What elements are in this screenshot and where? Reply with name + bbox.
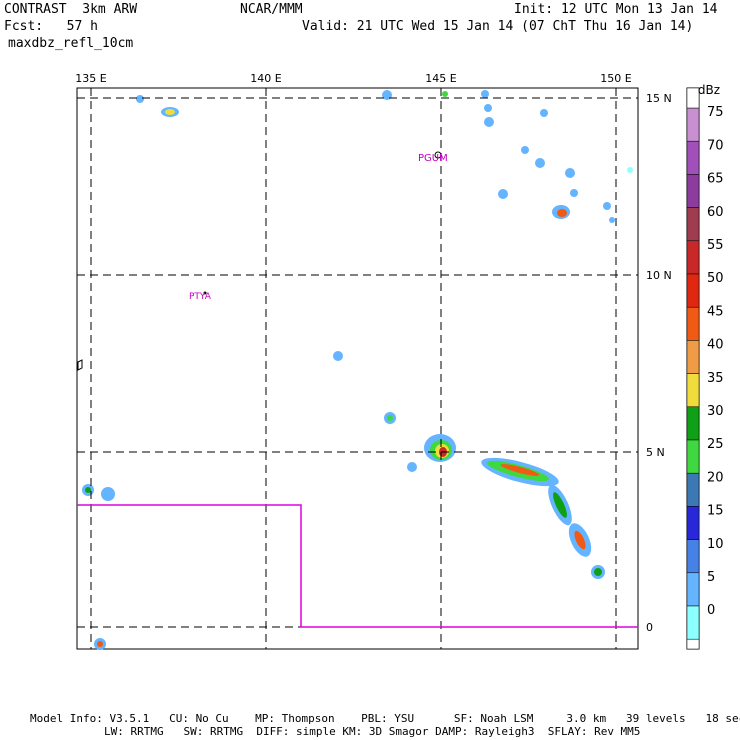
colorbar-label: 15	[707, 504, 724, 519]
colorbar-label: 55	[707, 238, 724, 253]
lon-label: 140 E	[250, 72, 281, 85]
footer-line-2: LW: RRTMG SW: RRTMG DIFF: simple KM: 3D …	[104, 725, 641, 738]
colorbar-swatch	[686, 373, 700, 408]
colorbar-label: 60	[707, 205, 724, 220]
guam-outline	[434, 151, 442, 159]
valid-time: Valid: 21 UTC Wed 15 Jan 14 (07 ChT Thu …	[302, 19, 694, 34]
lat-label: 15 N	[646, 92, 672, 105]
boundary-line	[77, 504, 638, 628]
colorbar-label: 30	[707, 404, 724, 419]
init-time: Init: 12 UTC Mon 13 Jan 14	[514, 2, 718, 17]
colorbar-swatch	[686, 87, 700, 109]
colorbar-swatch	[686, 340, 700, 374]
footer-line-1: Model Info: V3.5.1 CU: No Cu MP: Thompso…	[30, 712, 740, 725]
colorbar-swatch	[686, 240, 700, 275]
map-gridlines	[77, 88, 638, 649]
center-label: NCAR/MMM	[240, 2, 303, 17]
colorbar-label: 65	[707, 172, 724, 187]
colorbar-swatch	[686, 140, 700, 175]
colorbar-label: 20	[707, 470, 724, 485]
lat-label: 5 N	[646, 446, 665, 459]
field-name: maxdbz_refl_10cm	[8, 36, 134, 51]
colorbar-label: 0	[707, 603, 715, 618]
lon-label: 150 E	[600, 72, 631, 85]
colorbar-label: 35	[707, 371, 724, 386]
place-label-pgum: PGUM	[418, 153, 448, 164]
colorbar-swatch	[686, 605, 700, 640]
colorbar-label: 10	[707, 537, 724, 552]
colorbar-swatch	[686, 572, 700, 607]
colorbar-label: 70	[707, 138, 724, 153]
colorbar-label: 25	[707, 437, 724, 452]
map-frame	[76, 87, 639, 650]
colorbar-swatch	[686, 306, 700, 341]
model-title: CONTRAST 3km ARW	[4, 2, 138, 17]
forecast-hour: Fcst: 57 h	[4, 19, 98, 34]
colorbar-swatch	[686, 472, 700, 507]
colorbar-label: 40	[707, 338, 724, 353]
colorbar-label: 50	[707, 271, 724, 286]
colorbar-swatch	[686, 174, 700, 208]
colorbar-swatch	[686, 273, 700, 308]
colorbar-label: 5	[707, 570, 715, 585]
yap-outline	[203, 291, 207, 295]
colorbar-swatch	[686, 406, 700, 441]
colorbar-unit: dBz	[698, 83, 720, 97]
lon-label: 145 E	[425, 72, 456, 85]
colorbar-swatch	[686, 638, 700, 650]
colorbar-swatch	[686, 207, 700, 242]
colorbar-label: 75	[707, 105, 724, 120]
colorbar-swatch	[686, 506, 700, 540]
island-outline	[77, 359, 83, 371]
colorbar-swatch	[686, 439, 700, 474]
colorbar-label: 45	[707, 304, 724, 319]
reflectivity-echoes	[82, 90, 633, 650]
lat-label: 0	[646, 621, 653, 634]
lat-label: 10 N	[646, 269, 672, 282]
colorbar-swatch	[686, 107, 700, 142]
place-label-ptya: PTYA	[189, 292, 212, 302]
lon-label: 135 E	[75, 72, 106, 85]
colorbar-swatch	[686, 539, 700, 574]
